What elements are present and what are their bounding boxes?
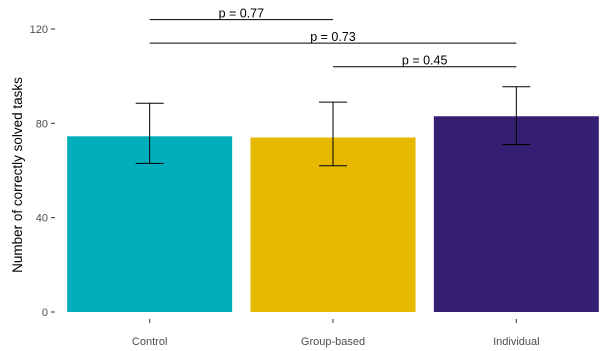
bars (67, 116, 599, 312)
y-axis: 0 40 80 120 (30, 24, 55, 319)
significance-label: p = 0.77 (219, 7, 265, 21)
bar-control (67, 136, 233, 312)
x-tick-label: Control (132, 336, 167, 348)
x-axis: Control Group-based Individual (132, 319, 540, 348)
significance-brackets: p = 0.77 p = 0.73 p = 0.45 (149, 7, 517, 68)
error-bars (135, 86, 531, 167)
y-axis-title: Number of correctly solved tasks (10, 77, 25, 273)
y-tick-label: 40 (36, 213, 48, 225)
significance-label: p = 0.73 (310, 30, 356, 44)
y-tick-label: 0 (42, 307, 48, 319)
significance-label: p = 0.45 (402, 54, 448, 68)
y-tick-label: 120 (30, 24, 48, 36)
bar-individual (433, 116, 599, 312)
y-axis-title-group: Number of correctly solved tasks (10, 77, 25, 273)
x-tick-label: Individual (493, 336, 539, 348)
y-tick-label: 80 (36, 118, 48, 130)
bar-group-based (250, 137, 416, 312)
x-tick-label: Group-based (301, 336, 365, 348)
